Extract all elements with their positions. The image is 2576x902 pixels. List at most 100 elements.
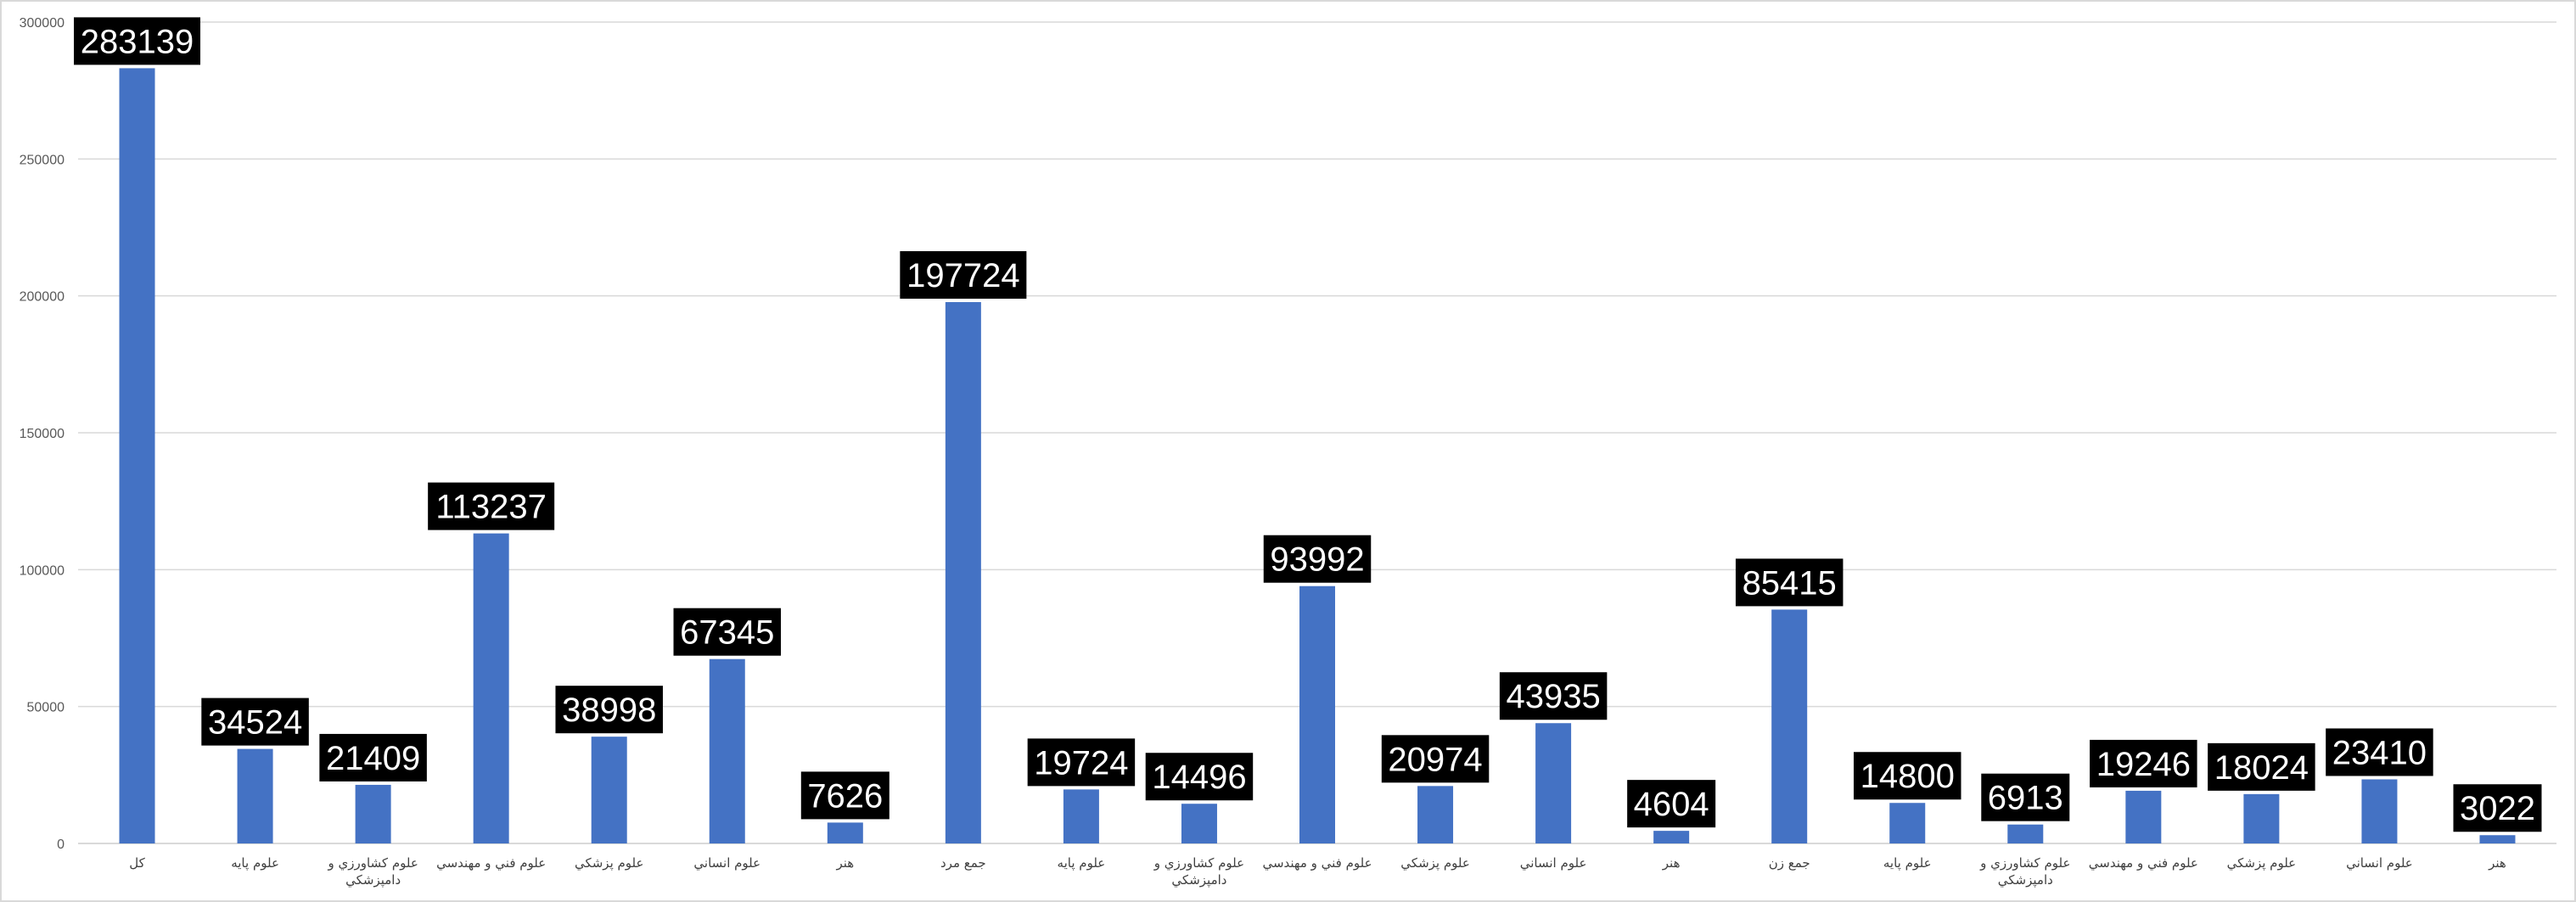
x-tick-label-line: علوم پزشكي — [575, 855, 644, 871]
data-label: 38998 — [562, 692, 656, 729]
data-label-box — [1499, 672, 1608, 720]
bar — [1181, 804, 1217, 843]
data-label-box — [201, 698, 309, 746]
data-label-box — [2326, 728, 2433, 776]
data-label: 283139 — [81, 23, 194, 60]
x-tick-label-line: هنر — [835, 855, 854, 871]
data-label: 34524 — [208, 704, 302, 742]
x-tick-label: علوم پايه — [1058, 855, 1106, 871]
x-tick-label-line: هنر — [2488, 855, 2506, 871]
bar — [591, 737, 627, 843]
data-label-box — [1145, 753, 1254, 801]
data-label: 67345 — [680, 614, 774, 652]
x-tick-label: علوم پزشكي — [2227, 855, 2297, 871]
data-label-box — [2208, 742, 2315, 791]
data-label-box — [74, 17, 201, 65]
data-label: 18024 — [2214, 749, 2309, 787]
data-label-box — [673, 608, 782, 656]
x-tick-label: علوم پزشكي — [1400, 855, 1470, 871]
data-label-box — [1735, 558, 1844, 607]
y-tick-label: 250000 — [20, 153, 65, 167]
x-tick-label-line: علوم فني و مهندسي — [1262, 855, 1372, 871]
data-label: 19724 — [1034, 744, 1128, 782]
bar — [2479, 835, 2516, 843]
x-tick-label: علوم پزشكي — [575, 855, 644, 871]
x-tick-label-line: هنر — [1662, 855, 1681, 871]
x-tick-label-line: علوم كشاورزي و — [1979, 855, 2070, 871]
bar — [2007, 824, 2044, 843]
bar — [355, 784, 391, 843]
x-tick-label: هنر — [835, 855, 854, 871]
bar — [827, 822, 863, 843]
y-tick-label: 200000 — [20, 290, 65, 305]
x-tick-label: علوم انساني — [1520, 855, 1587, 871]
x-tick-label-line: علوم فني و مهندسي — [2089, 855, 2198, 871]
data-label: 20974 — [1388, 741, 1482, 778]
x-tick-label: علوم فني و مهندسي — [2089, 855, 2198, 871]
bar — [1417, 786, 1454, 843]
data-label: 85415 — [1743, 564, 1837, 602]
x-tick-label: علوم پايه — [231, 855, 279, 871]
y-tick-label: 0 — [57, 838, 65, 852]
bar — [1299, 585, 1335, 843]
bar — [2125, 790, 2162, 843]
data-label: 6913 — [1988, 780, 2063, 817]
x-tick-label-line: علوم پزشكي — [2227, 855, 2297, 871]
x-tick-label-line: دامپزشكي — [1171, 872, 1226, 888]
x-tick-label-line: علوم پايه — [231, 855, 279, 871]
x-tick-label-line: علوم كشاورزي و — [1153, 855, 1244, 871]
data-label-box — [1263, 535, 1372, 583]
data-label: 43935 — [1506, 678, 1600, 715]
data-label-box — [800, 771, 890, 820]
data-label: 14496 — [1152, 759, 1246, 796]
x-tick-label-line: علوم پزشكي — [1400, 855, 1470, 871]
data-label-box — [2453, 784, 2542, 832]
x-tick-label: جمع مرد — [940, 855, 986, 871]
data-label-box — [1981, 773, 2070, 821]
x-tick-label-line: علوم كشاورزي و — [327, 855, 418, 871]
bar — [1653, 831, 1690, 843]
bar — [709, 658, 745, 843]
x-tick-label: هنر — [2488, 855, 2506, 871]
x-tick-label-line: دامپزشكي — [345, 872, 401, 888]
x-tick-label: علوم فني و مهندسي — [436, 855, 546, 871]
data-label: 21409 — [326, 740, 420, 777]
bar — [119, 68, 155, 843]
data-label: 7626 — [807, 777, 883, 815]
x-tick-label-line: علوم پايه — [1883, 855, 1932, 871]
x-tick-label-line: جمع مرد — [940, 855, 986, 871]
x-tick-label-line: دامپزشكي — [1998, 872, 2053, 888]
x-tick-label-line: علوم انساني — [1520, 855, 1587, 871]
data-label-box — [900, 251, 1027, 300]
x-tick-label-line: علوم فني و مهندسي — [436, 855, 546, 871]
x-tick-label: علوم فني و مهندسي — [1262, 855, 1372, 871]
data-label-box — [555, 686, 663, 734]
x-tick-label-line: جمع زن — [1769, 855, 1810, 871]
x-tick-label-line: علوم پايه — [1058, 855, 1106, 871]
bar — [237, 748, 273, 843]
x-tick-label-line: علوم انساني — [693, 855, 760, 871]
data-label: 4604 — [1634, 786, 1709, 823]
data-label: 14800 — [1860, 758, 1955, 795]
data-label: 197724 — [906, 257, 1019, 294]
x-tick-label: علوم كشاورزي و دامپزشكي — [327, 855, 418, 888]
bar — [2243, 793, 2280, 843]
bar — [1063, 789, 1099, 843]
x-tick-label: علوم كشاورزي و دامپزشكي — [1979, 855, 2070, 888]
data-label: 93992 — [1270, 541, 1364, 579]
x-tick-label: جمع زن — [1769, 855, 1810, 871]
bar — [1535, 723, 1572, 843]
data-label-box — [428, 482, 555, 530]
data-label: 19246 — [2096, 746, 2191, 783]
x-tick-label: علوم انساني — [2346, 855, 2413, 871]
x-tick-label-line: علوم انساني — [2346, 855, 2413, 871]
x-tick-label: علوم پايه — [1883, 855, 1932, 871]
x-tick-label: علوم انساني — [693, 855, 760, 871]
bar — [2361, 779, 2398, 843]
y-tick-label: 300000 — [20, 16, 65, 31]
data-label-box — [2090, 739, 2197, 787]
x-tick-label: هنر — [1662, 855, 1681, 871]
bar — [945, 302, 981, 843]
